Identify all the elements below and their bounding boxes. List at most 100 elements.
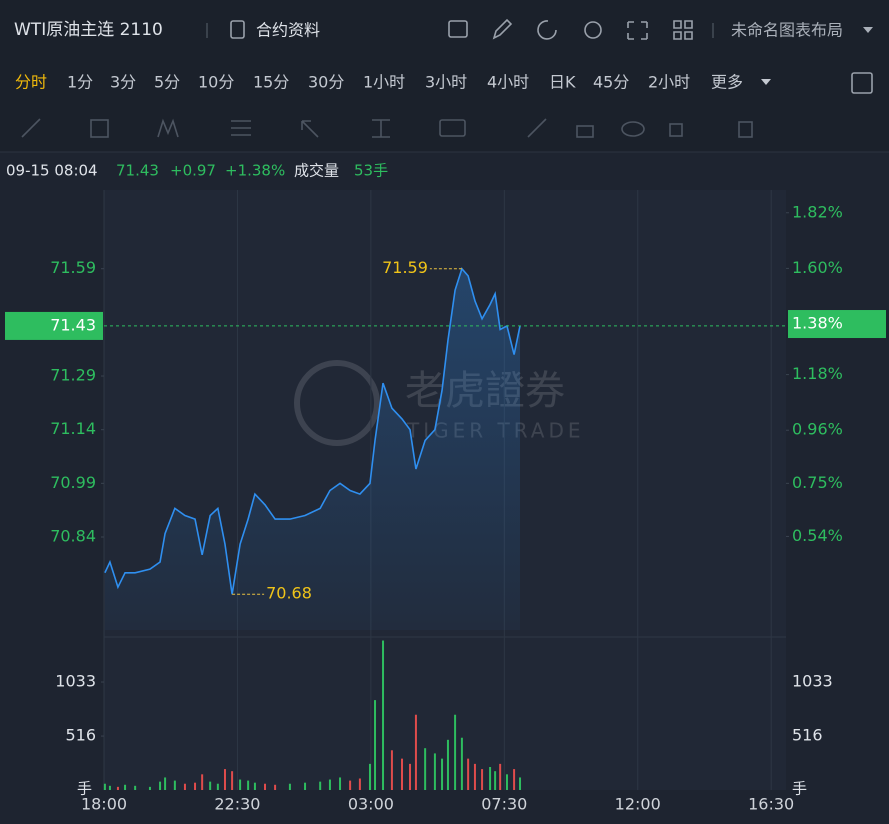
volume-bar	[231, 771, 234, 790]
volume-bar	[467, 758, 470, 790]
tool-measure[interactable]	[372, 119, 390, 138]
contract-info[interactable]: 合约资料	[256, 21, 320, 40]
x-tick-label: 16:30	[748, 795, 794, 814]
volume-bar	[433, 753, 436, 790]
more-arrow[interactable]	[761, 79, 771, 85]
tool-arrow[interactable]	[301, 120, 319, 138]
period-button[interactable]: 1小时	[363, 73, 405, 92]
volume-bar	[288, 783, 291, 790]
fullscreen-icon[interactable]	[627, 21, 648, 40]
period-button[interactable]: 5分	[154, 73, 180, 92]
tool-wave[interactable]	[157, 118, 179, 138]
volume-bar	[134, 785, 137, 790]
volume-bar	[274, 784, 277, 790]
period-button[interactable]: 更多	[711, 73, 743, 92]
period-button[interactable]: 3小时	[425, 73, 467, 92]
y-tick-label: 70.99	[50, 473, 96, 492]
volume-bar	[253, 782, 256, 790]
volume-bar	[164, 777, 167, 790]
period-button[interactable]: 日K	[549, 73, 576, 92]
volume-bar	[116, 786, 119, 790]
chart: 18:00 22:30 03:00 07:30 12:00 16:30 71.59 71.29…	[5, 190, 886, 814]
period-button[interactable]: 2小时	[648, 73, 690, 92]
tool-fib[interactable]	[231, 120, 251, 136]
volume-bar	[446, 739, 449, 790]
period-button[interactable]: 10分	[198, 73, 234, 92]
volume-tick-label: 1033	[55, 672, 96, 691]
layout-grid-icon[interactable]	[673, 20, 693, 40]
header-icons	[448, 18, 693, 40]
volume-bar	[264, 783, 267, 790]
volume-bar	[349, 780, 352, 790]
volume-bar	[390, 750, 393, 790]
x-tick-label: 18:00	[81, 795, 127, 814]
volume-bar	[216, 783, 219, 790]
extreme-label: 70.68	[266, 584, 312, 603]
tool-line[interactable]	[21, 118, 41, 138]
draw-icon[interactable]	[492, 18, 513, 40]
volume-bar	[201, 774, 204, 790]
volume-bar	[304, 782, 307, 790]
expand-icon[interactable]	[851, 72, 873, 94]
contract-icon[interactable]	[230, 20, 245, 39]
y2-tick-label: 1.60%	[792, 258, 843, 277]
volume-bar	[424, 748, 427, 790]
y-tick-label: 71.29	[50, 366, 96, 385]
period-button[interactable]: 1分	[67, 73, 93, 92]
tool-text[interactable]	[439, 119, 466, 137]
x-tick-label: 12:00	[615, 795, 661, 814]
volume-bar	[124, 784, 127, 790]
volume-bar	[489, 767, 492, 790]
volume-bar	[454, 714, 457, 790]
volume-bar	[374, 700, 377, 790]
tool-lock[interactable]	[576, 125, 594, 138]
period-button[interactable]: 分时	[15, 73, 47, 92]
last-pct-box	[788, 310, 886, 339]
period-button[interactable]: 3分	[110, 73, 136, 92]
volume-bar	[247, 780, 250, 790]
volume-tick-label-right: 1033	[792, 672, 833, 691]
y2-tick-label: 1.82%	[792, 202, 843, 221]
info-volume: 53手	[354, 162, 388, 180]
volume-bar	[382, 640, 385, 790]
period-button[interactable]: 45分	[593, 73, 629, 92]
period-button[interactable]: 30分	[308, 73, 344, 92]
volume-bar	[319, 781, 322, 790]
last-price-box	[5, 311, 103, 340]
period-button[interactable]: 15分	[253, 73, 289, 92]
y2-tick-label: 0.54%	[792, 526, 843, 545]
settings-icon[interactable]	[584, 21, 602, 39]
x-tick-label: 07:30	[481, 795, 527, 814]
x-tick-label: 03:00	[348, 795, 394, 814]
y-tick-label: 71.14	[50, 419, 96, 438]
undo-icon[interactable]	[537, 20, 557, 40]
watermark-logo	[294, 360, 380, 446]
tool-eye[interactable]	[621, 121, 645, 137]
tool-pen[interactable]	[527, 118, 547, 138]
tool-rect[interactable]	[90, 119, 109, 138]
info-change-pct: +1.38%	[225, 162, 285, 180]
layout-name[interactable]: 未命名图表布局	[731, 21, 843, 40]
volume-bar	[159, 781, 162, 790]
volume-bar	[103, 783, 106, 790]
tool-delete[interactable]	[738, 121, 753, 138]
period-button[interactable]: 4小时	[487, 73, 529, 92]
price-line	[104, 267, 521, 595]
info-volume-label: 成交量	[294, 162, 339, 180]
last-price-label: 71.43	[50, 315, 96, 334]
extreme-label: 71.59	[382, 258, 428, 277]
volume-bar	[148, 786, 151, 790]
volume-bar	[519, 777, 522, 790]
volume-bar	[239, 779, 242, 790]
volume-bar	[328, 779, 331, 790]
x-tick-label: 22:30	[214, 795, 260, 814]
info-change: +0.97	[170, 162, 216, 180]
tool-copy[interactable]	[669, 123, 683, 137]
volume-bar	[209, 781, 212, 790]
dropdown-arrow[interactable]	[863, 27, 873, 33]
symbol-title[interactable]: WTI原油主连 2110	[14, 20, 163, 40]
indicator-icon[interactable]	[448, 20, 468, 38]
volume-bar	[441, 758, 444, 790]
volume-bar	[409, 763, 412, 790]
